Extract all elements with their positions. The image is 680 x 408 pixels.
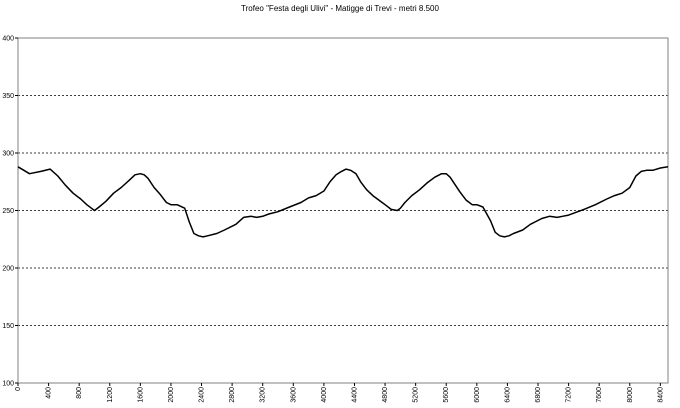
x-tick-label-2000: 2000	[168, 387, 175, 403]
x-tick-label-4800: 4800	[382, 387, 389, 403]
x-tick-label-4000: 4000	[321, 387, 328, 403]
x-tick-label-1600: 1600	[137, 387, 144, 403]
x-tick-label-4400: 4400	[351, 387, 358, 403]
x-tick-label-800: 800	[76, 387, 83, 399]
x-tick-label-8000: 8000	[627, 387, 634, 403]
x-tick-label-3600: 3600	[290, 387, 297, 403]
x-tick-label-6000: 6000	[474, 387, 481, 403]
x-tick-label-2800: 2800	[229, 387, 236, 403]
x-tick-label-400: 400	[46, 387, 53, 399]
x-tick-label-0: 0	[15, 387, 22, 391]
y-tick-label-300: 300	[2, 151, 14, 158]
x-tick-label-7200: 7200	[566, 387, 573, 403]
x-tick-label-5600: 5600	[443, 387, 450, 403]
x-tick-label-3200: 3200	[260, 387, 267, 403]
chart-title: Trofeo "Festa degli Ulivi" - Matigge di …	[241, 4, 439, 13]
x-tick-label-2400: 2400	[199, 387, 206, 403]
y-tick-label-400: 400	[2, 36, 14, 43]
x-tick-label-5200: 5200	[413, 387, 420, 403]
y-tick-label-250: 250	[2, 208, 14, 215]
x-tick-label-6800: 6800	[535, 387, 542, 403]
y-tick-label-100: 100	[2, 381, 14, 388]
x-tick-label-6400: 6400	[504, 387, 511, 403]
x-tick-label-1200: 1200	[107, 387, 114, 403]
y-tick-label-200: 200	[2, 266, 14, 273]
x-tick-label-8400: 8400	[657, 387, 664, 403]
y-tick-label-150: 150	[2, 323, 14, 330]
series-line-0	[17, 166, 669, 238]
x-tick-label-7600: 7600	[596, 387, 603, 403]
y-tick-label-350: 350	[2, 93, 14, 100]
